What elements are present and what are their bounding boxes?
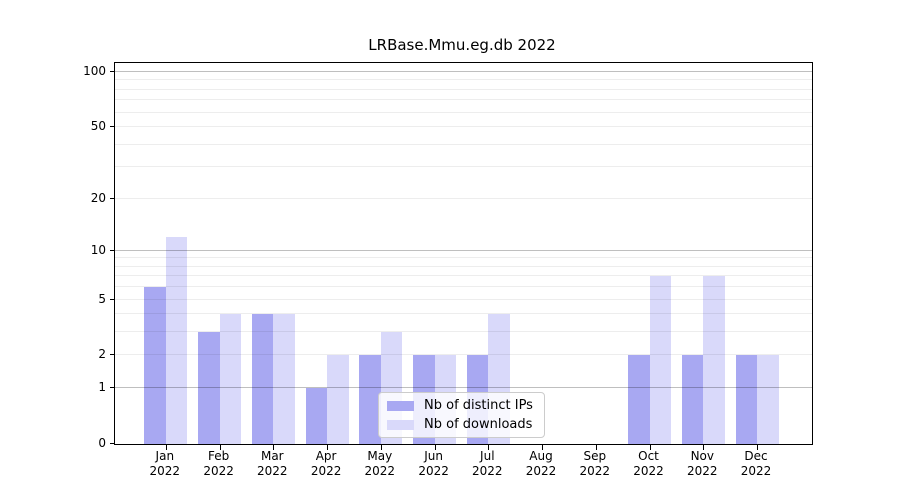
x-tick-label-feb: Feb 2022 [203,449,234,478]
distinct-ips-bar-nov [681,355,704,444]
downloads-swatch [387,419,414,430]
x-tick-label-jan: Jan 2022 [149,449,181,478]
distinct-ips-bar-apr [305,388,328,444]
y-tick-1 [109,387,114,389]
x-tick-label-dec: Dec 2022 [740,449,772,478]
y-tick-50 [109,126,114,128]
y-tick-2 [109,354,114,356]
y-tick-label-100: 100 [83,64,106,78]
chart-title: LRBase.Mmu.eg.db 2022 [368,36,556,54]
gridline-7 [114,275,812,277]
downloads-bar-feb [219,314,242,444]
gridline-6 [114,286,812,288]
gridline-60 [114,111,812,113]
gridline-4 [114,313,812,315]
gridline-20 [114,197,812,199]
x-tick-label-may: May 2022 [364,449,396,478]
gridline-50 [114,126,812,128]
legend-label-downloads: Nb of downloads [424,417,533,432]
gridline-2 [114,354,812,356]
x-tick-jul [488,445,490,450]
y-tick-label-10: 10 [90,242,106,257]
x-tick-label-jul: Jul 2022 [472,449,503,478]
downloads-bar-oct [649,276,672,444]
y-tick-label-2: 2 [98,347,106,362]
y-tick-100 [109,71,114,72]
gridline-1 [114,387,812,389]
distinct-ips-bar-may [359,355,381,444]
gridline-40 [114,143,812,145]
x-tick-oct [649,445,651,450]
distinct-ips-bar-mar [251,314,274,444]
downloads-bar-apr [327,355,349,444]
distinct-ips-bar-oct [628,355,650,444]
x-tick-label-nov: Nov 2022 [687,449,718,478]
downloads-bar-nov [703,276,725,444]
downloads-bar-jan [165,237,188,444]
gridline-3 [114,331,812,333]
y-tick-label-0: 0 [98,436,106,450]
x-tick-dec [757,445,758,450]
gridline-9 [114,257,812,259]
distinct-ips-swatch [387,400,414,411]
legend-item-downloads: Nb of downloads [379,417,544,432]
gridline-100 [114,71,812,72]
y-tick-label-5: 5 [98,291,106,306]
y-tick-5 [109,298,114,300]
y-tick-10 [109,249,114,251]
legend: Nb of distinct IPs Nb of downloads [378,392,545,438]
legend-item-distinct-ips: Nb of distinct IPs [379,398,544,413]
x-tick-label-jun: Jun 2022 [418,449,449,478]
y-tick-label-50: 50 [90,119,106,134]
x-tick-sep [595,445,597,450]
x-tick-label-sep: Sep 2022 [579,449,611,478]
gridline-5 [114,298,812,300]
x-tick-aug [542,445,544,450]
y-tick-label-20: 20 [90,190,106,205]
gridline-8 [114,265,812,267]
gridline-80 [114,88,812,90]
x-tick-label-apr: Apr 2022 [310,449,342,478]
distinct-ips-bar-jan [144,287,166,444]
grid-layer [114,63,812,444]
distinct-ips-bar-feb [198,332,220,444]
y-tick-label-1: 1 [98,380,106,395]
downloads-bar-mar [273,314,295,444]
x-tick-feb [219,445,221,450]
axis-ticks-layer [109,63,812,450]
gridline-30 [114,166,812,168]
legend-label-distinct-ips: Nb of distinct IPs [424,398,533,413]
plot-area [109,62,813,450]
x-tick-may [380,445,382,450]
x-tick-jan [165,445,167,450]
x-tick-apr [327,445,329,450]
y-tick-0 [109,443,114,444]
x-tick-mar [273,445,275,450]
x-tick-label-oct: Oct 2022 [633,449,664,478]
gridline-70 [114,99,812,101]
distinct-ips-bar-dec [735,355,758,444]
downloads-bar-dec [757,355,779,444]
x-tick-label-aug: Aug 2022 [525,449,557,478]
x-tick-label-mar: Mar 2022 [257,449,288,478]
x-tick-jun [434,445,436,450]
gridline-10 [114,249,812,251]
x-tick-nov [703,445,705,450]
y-tick-20 [109,197,114,199]
gridline-90 [114,79,812,81]
